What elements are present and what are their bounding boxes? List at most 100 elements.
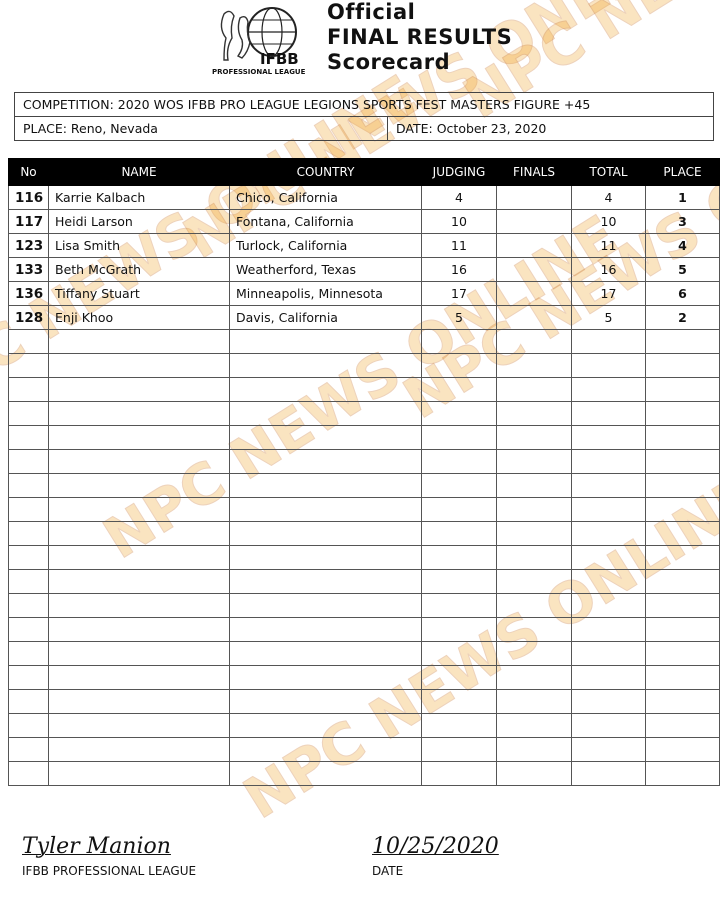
empty-cell	[8, 425, 49, 450]
empty-cell	[229, 473, 422, 498]
empty-cell	[229, 569, 422, 594]
empty-cell	[645, 521, 720, 546]
empty-cell	[571, 617, 646, 642]
empty-cell	[421, 689, 497, 714]
table-row: 123 Lisa Smith Turlock, California 11 11 4	[8, 233, 720, 258]
empty-cell	[8, 473, 49, 498]
table-row: 133 Beth McGrath Weatherford, Texas 16 16 5	[8, 257, 720, 282]
empty-cell	[571, 665, 646, 690]
empty-cell	[571, 761, 646, 786]
empty-cell	[48, 401, 230, 426]
empty-cell	[421, 473, 497, 498]
empty-cell	[48, 737, 230, 762]
empty-cell	[421, 377, 497, 402]
empty-cell	[8, 761, 49, 786]
empty-cell	[645, 377, 720, 402]
cell-name: Lisa Smith	[48, 233, 230, 258]
competition-date: DATE: October 23, 2020	[396, 121, 547, 136]
empty-cell	[421, 665, 497, 690]
empty-cell	[229, 593, 422, 618]
empty-cell	[421, 641, 497, 666]
cell-total: 11	[571, 233, 646, 258]
document-title: Official FINAL RESULTS Scorecard	[327, 0, 512, 75]
empty-row	[8, 353, 720, 378]
empty-cell	[421, 497, 497, 522]
empty-cell	[48, 425, 230, 450]
cell-name: Enji Khoo	[48, 305, 230, 330]
empty-cell	[645, 665, 720, 690]
empty-cell	[421, 521, 497, 546]
empty-row	[8, 497, 720, 522]
cell-place: 4	[645, 233, 720, 258]
empty-cell	[48, 473, 230, 498]
empty-cell	[48, 641, 230, 666]
empty-cell	[421, 617, 497, 642]
empty-cell	[496, 449, 572, 474]
ifbb-logo: IFBB PROFESSIONAL LEAGUE	[212, 7, 306, 76]
empty-cell	[496, 401, 572, 426]
empty-cell	[645, 689, 720, 714]
empty-cell	[571, 425, 646, 450]
empty-cell	[229, 449, 422, 474]
empty-cell	[8, 593, 49, 618]
empty-cell	[571, 641, 646, 666]
empty-cell	[571, 593, 646, 618]
empty-row	[8, 473, 720, 498]
empty-row	[8, 521, 720, 546]
cell-place: 3	[645, 209, 720, 234]
empty-cell	[421, 425, 497, 450]
title-line: Scorecard	[327, 50, 451, 74]
empty-cell	[496, 641, 572, 666]
empty-cell	[48, 713, 230, 738]
empty-row	[8, 593, 720, 618]
empty-cell	[571, 737, 646, 762]
empty-cell	[229, 641, 422, 666]
empty-cell	[421, 329, 497, 354]
empty-cell	[48, 761, 230, 786]
column-header-no: No	[8, 158, 49, 186]
signature-label: IFBB PROFESSIONAL LEAGUE	[22, 864, 197, 878]
empty-cell	[571, 569, 646, 594]
empty-row	[8, 665, 720, 690]
empty-cell	[496, 713, 572, 738]
empty-cell	[571, 689, 646, 714]
empty-cell	[571, 497, 646, 522]
empty-cell	[645, 737, 720, 762]
cell-finals	[496, 281, 572, 306]
empty-row	[8, 761, 720, 786]
empty-cell	[421, 449, 497, 474]
empty-cell	[48, 449, 230, 474]
title-line: Official	[327, 0, 416, 24]
empty-cell	[571, 545, 646, 570]
empty-cell	[496, 689, 572, 714]
cell-country: Minneapolis, Minnesota	[229, 281, 422, 306]
empty-cell	[496, 569, 572, 594]
cell-place: 2	[645, 305, 720, 330]
empty-cell	[571, 521, 646, 546]
empty-row	[8, 689, 720, 714]
table-row: 136 Tiffany Stuart Minneapolis, Minnesota 1…	[8, 281, 720, 306]
title-line: FINAL RESULTS	[327, 25, 513, 49]
empty-cell	[645, 353, 720, 378]
cell-place: 1	[645, 185, 720, 210]
empty-cell	[496, 497, 572, 522]
date-label: DATE	[372, 864, 404, 878]
cell-place: 5	[645, 257, 720, 282]
empty-cell	[645, 713, 720, 738]
cell-finals	[496, 209, 572, 234]
empty-cell	[421, 353, 497, 378]
empty-cell	[571, 713, 646, 738]
empty-cell	[8, 641, 49, 666]
empty-cell	[645, 569, 720, 594]
cell-no: 136	[8, 281, 49, 306]
empty-cell	[8, 689, 49, 714]
column-header-finals: FINALS	[496, 158, 572, 186]
cell-total: 10	[571, 209, 646, 234]
empty-cell	[645, 593, 720, 618]
empty-cell	[8, 329, 49, 354]
competition-name: COMPETITION: 2020 WOS IFBB PRO LEAGUE LE…	[23, 97, 591, 112]
cell-name: Karrie Kalbach	[48, 185, 230, 210]
empty-cell	[645, 401, 720, 426]
empty-cell	[229, 665, 422, 690]
empty-cell	[8, 401, 49, 426]
